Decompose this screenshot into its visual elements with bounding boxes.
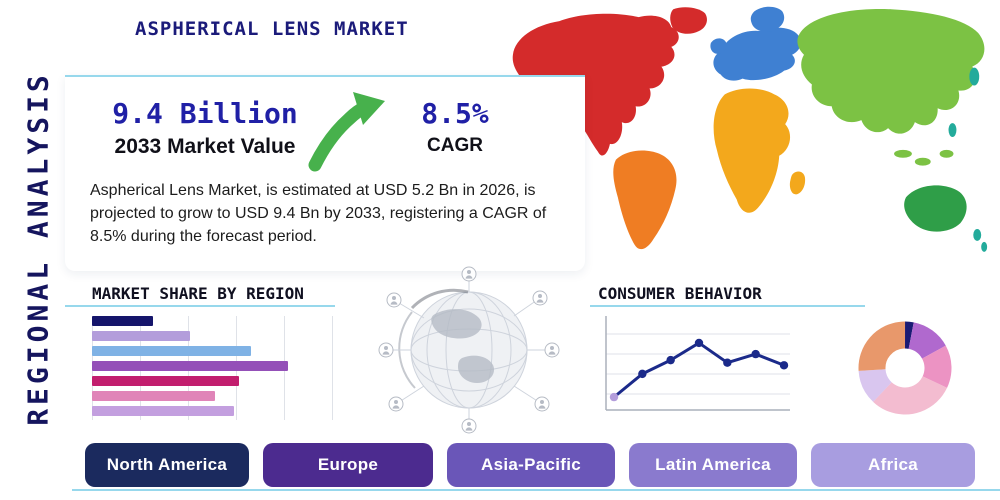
map-philippines	[948, 123, 957, 137]
map-europe	[713, 27, 801, 81]
map-new-zealand-2	[981, 241, 988, 252]
market-share-title: MARKET SHARE BY REGION	[92, 284, 304, 303]
cagr-stat: 8.5%	[421, 97, 489, 130]
line-point	[751, 349, 760, 359]
network-node-icon	[386, 292, 402, 308]
line-point	[723, 358, 732, 367]
region-button-asia-pacific[interactable]: Asia-Pacific	[447, 443, 615, 487]
bar-row	[92, 391, 215, 401]
page-title: ASPHERICAL LENS MARKET	[135, 18, 409, 40]
globe-landmass	[458, 355, 495, 383]
market-value-caption: 2033 Market Value	[114, 135, 296, 158]
map-indonesia-2	[914, 157, 931, 166]
region-button-africa[interactable]: Africa	[811, 443, 975, 487]
network-node-icon	[461, 418, 477, 434]
line-point	[666, 355, 675, 365]
world-map	[512, 6, 988, 252]
map-indonesia-1	[894, 149, 912, 158]
region-donut-chart	[858, 321, 952, 415]
bar-row	[92, 376, 239, 386]
network-node-icon	[461, 266, 477, 282]
line-point	[779, 361, 789, 370]
map-indonesia-3	[939, 149, 954, 158]
map-greenland	[670, 7, 707, 34]
map-madagascar	[789, 171, 806, 195]
market-share-underline	[65, 305, 335, 307]
donut-slice	[858, 321, 952, 415]
map-asia	[797, 8, 985, 134]
consumer-behavior-title: CONSUMER BEHAVIOR	[598, 284, 762, 303]
summary-card: 9.4 Billion 2033 Market Value 8.5% CAGR …	[65, 75, 585, 271]
region-button-north-america[interactable]: North America	[85, 443, 249, 487]
map-africa	[713, 88, 791, 213]
bar-row	[92, 346, 252, 356]
consumer-behavior-line-chart	[605, 316, 790, 411]
network-node-icon	[544, 342, 560, 358]
side-label: REGIONAL ANALYSIS	[21, 71, 55, 426]
bar-row	[92, 331, 190, 341]
network-node-icon	[534, 396, 550, 412]
map-australia	[904, 185, 967, 232]
donut-slice	[858, 321, 952, 415]
region-button-europe[interactable]: Europe	[263, 443, 433, 487]
map-south-america	[613, 150, 677, 250]
network-node-icon	[378, 342, 394, 358]
line-point	[638, 369, 647, 379]
growth-arrow-icon	[308, 92, 385, 172]
map-north-america	[512, 13, 679, 156]
globe-landmass	[431, 309, 482, 339]
bar-row	[92, 406, 235, 416]
market-description: Aspherical Lens Market, is estimated at …	[90, 182, 547, 246]
network-node-icon	[388, 396, 404, 412]
bar-row	[92, 361, 288, 371]
map-japan	[969, 67, 980, 86]
market-share-bar-chart	[92, 316, 337, 420]
map-new-zealand-1	[973, 229, 982, 241]
region-button-latin-america[interactable]: Latin America	[629, 443, 797, 487]
map-uk	[710, 38, 727, 54]
market-value-stat: 9.4 Billion	[112, 97, 298, 130]
line-point	[609, 392, 619, 402]
bottom-divider	[72, 489, 1000, 491]
map-scandinavia	[750, 6, 785, 32]
network-node-icon	[532, 290, 548, 306]
globe-network-graphic	[378, 266, 560, 434]
bar-row	[92, 316, 154, 326]
line-point	[694, 338, 704, 348]
consumer-behavior-underline	[590, 305, 865, 307]
cagr-caption: CAGR	[427, 135, 483, 156]
